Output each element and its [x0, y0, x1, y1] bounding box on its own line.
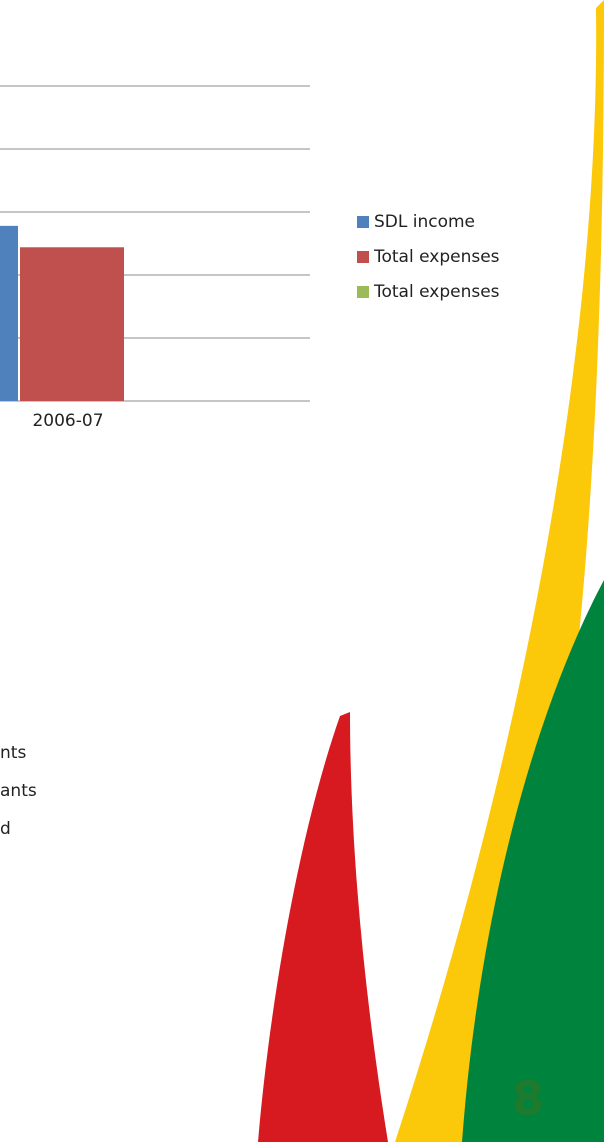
green-swoosh	[462, 580, 604, 1142]
legend-swatch	[357, 216, 369, 228]
body-text-fragment: d	[0, 819, 11, 839]
document-text: nts ants d	[0, 743, 37, 839]
red-swoosh	[258, 712, 388, 1142]
legend-swatch	[357, 286, 369, 298]
bar	[0, 225, 18, 401]
legend-label: Total expenses	[373, 282, 500, 302]
x-tick-label: 2006-07	[32, 411, 103, 431]
body-text-fragment: ants	[0, 781, 37, 801]
page-number: 8	[512, 1072, 544, 1126]
chart: 2006-07 SDL income Total expenses Total exp…	[0, 85, 500, 431]
body-text-fragment: nts	[0, 743, 26, 763]
legend-label: SDL income	[374, 212, 475, 232]
bar	[20, 247, 124, 401]
legend-label: Total expenses	[373, 247, 500, 267]
legend-swatch	[357, 251, 369, 263]
